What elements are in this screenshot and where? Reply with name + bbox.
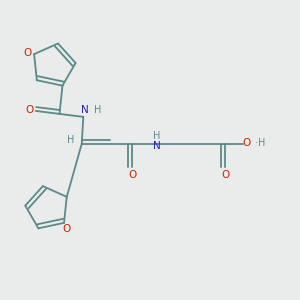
Text: N: N <box>82 105 89 115</box>
Text: O: O <box>62 224 70 234</box>
Text: O: O <box>221 170 230 180</box>
Text: O: O <box>128 170 136 180</box>
Text: H: H <box>94 105 102 115</box>
Text: H: H <box>67 135 74 145</box>
Text: H: H <box>258 138 265 148</box>
Text: N: N <box>153 141 161 151</box>
Text: O: O <box>23 48 32 58</box>
Text: O: O <box>242 138 250 148</box>
Text: ·: · <box>255 138 259 148</box>
Text: H: H <box>153 131 161 141</box>
Text: O: O <box>25 105 33 115</box>
